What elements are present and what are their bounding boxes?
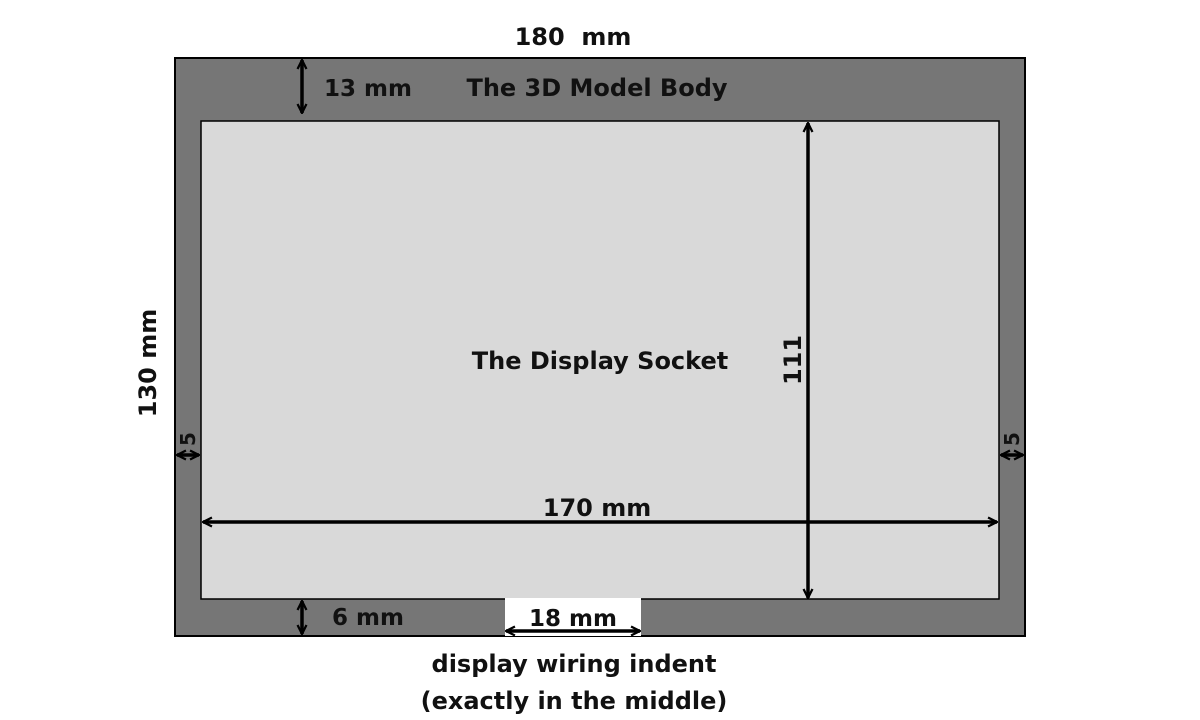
top-margin-label: 13 mm [324,76,412,102]
left-margin-label: 5 [176,432,200,446]
socket-width-label: 170 mm [543,494,651,522]
socket-title: The Display Socket [472,347,728,375]
body-height-label: 130 mm [134,309,162,417]
body-width-label: 180 mm [515,23,632,51]
body-title: The 3D Model Body [466,74,727,102]
indent-caption-line1: display wiring indent [432,650,717,678]
right-margin-label: 5 [1000,432,1024,446]
bottom-margin-label: 6 mm [332,605,404,631]
indent-caption-line2: (exactly in the middle) [421,687,728,715]
socket-height-label: 111 [779,335,807,385]
indent-width-label: 18 mm [529,606,617,632]
